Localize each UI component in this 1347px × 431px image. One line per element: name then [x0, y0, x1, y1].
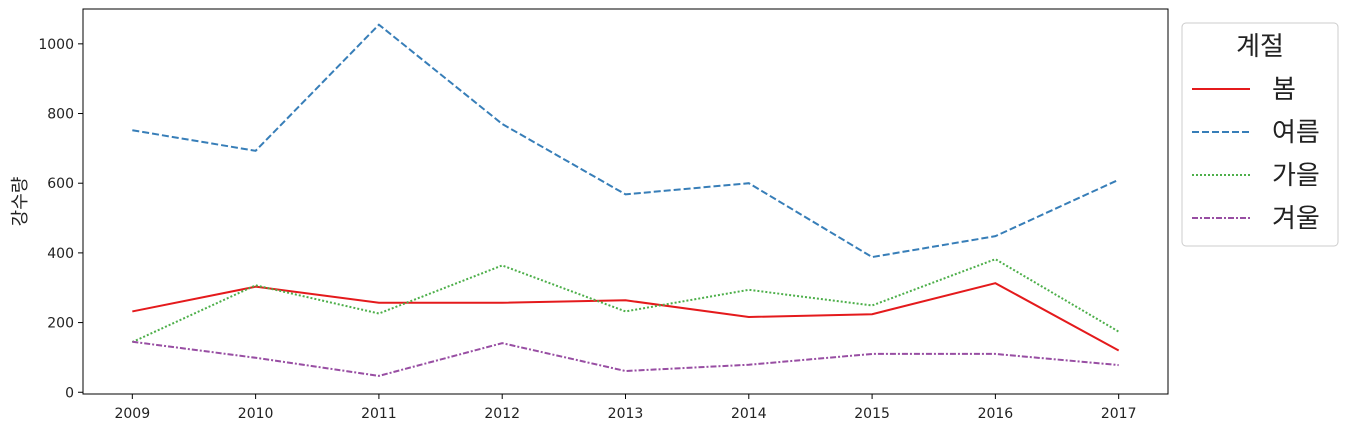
- x-tick-label: 2009: [114, 406, 150, 422]
- y-axis-label: 강수량: [10, 177, 31, 227]
- series-line-1: [132, 282, 1120, 352]
- legend-label-4: 겨울: [1272, 204, 1320, 234]
- y-tick-label: 600: [47, 176, 74, 192]
- legend-box: [1181, 22, 1339, 247]
- x-tick-label: 2011: [361, 406, 397, 422]
- x-tick-label: 2016: [978, 406, 1014, 422]
- legend-label-2: 여름: [1272, 118, 1320, 148]
- x-tick-label: 2015: [854, 406, 890, 422]
- y-tick-label: 200: [47, 316, 74, 332]
- series-line-2: [132, 23, 1120, 259]
- legend-label-3: 가을: [1272, 161, 1320, 191]
- series-line-3: [131, 258, 1120, 343]
- y-tick-label: 0: [65, 385, 74, 401]
- y-tick-label: 800: [47, 107, 74, 123]
- x-tick-label: 2013: [608, 406, 644, 422]
- series-lines: [131, 23, 1120, 377]
- x-tick-label: 2012: [484, 406, 520, 422]
- series-line-4: [132, 340, 1119, 377]
- x-tick-label: 2017: [1101, 406, 1137, 422]
- y-axis: 0 200 400 600 800 1000: [38, 37, 83, 401]
- y-tick-label: 400: [47, 246, 74, 262]
- x-axis: 2009 2010 2011 2012 2013 2014 2015 2016 2017: [114, 394, 1137, 422]
- legend-label-1: 봄: [1272, 75, 1296, 105]
- x-tick-label: 2010: [238, 406, 274, 422]
- x-tick-label: 2014: [731, 406, 767, 422]
- y-tick-label: 1000: [38, 37, 74, 53]
- legend-title: 계절: [1236, 32, 1284, 62]
- plot-area: [82, 8, 1169, 395]
